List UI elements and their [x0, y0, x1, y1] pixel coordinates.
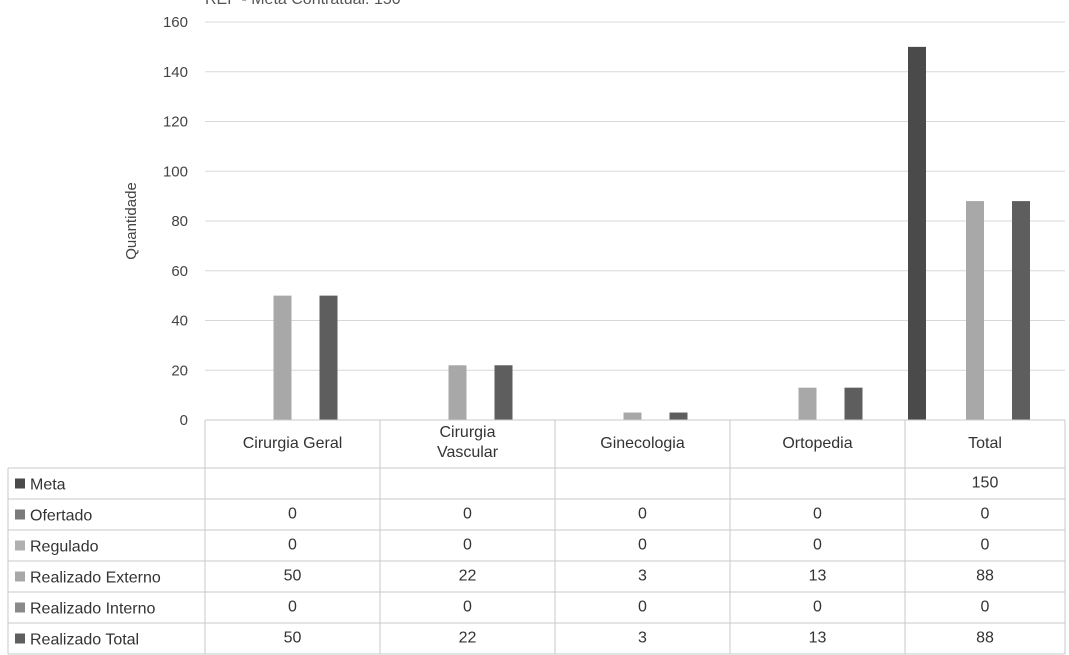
- table-cell: 0: [463, 537, 472, 554]
- y-tick-label: 80: [171, 213, 188, 230]
- bar-realizado-total: [1012, 201, 1030, 420]
- legend-swatch: [15, 478, 25, 489]
- table-cell: 22: [459, 630, 477, 647]
- y-tick-label: 20: [171, 362, 188, 379]
- bar-realizado-externo: [273, 295, 292, 420]
- row-label: Realizado Externo: [30, 570, 161, 587]
- bar-realizado-externo: [623, 412, 642, 420]
- legend-swatch: [15, 509, 25, 520]
- bar-realizado-externo: [448, 365, 467, 420]
- table-cell: 13: [809, 568, 827, 585]
- y-axis-ticks: 0 20 40 60 80 100 120 140 160: [163, 14, 188, 429]
- chart-title: REF - Meta Contratual: 150: [205, 0, 401, 8]
- category-label: Cirurgia Geral: [243, 435, 343, 452]
- table-cell: 3: [638, 568, 647, 585]
- bar-realizado-total: [844, 387, 863, 420]
- legend-swatch: [15, 540, 25, 551]
- table-cell: 0: [288, 537, 297, 554]
- y-tick-label: 60: [171, 263, 188, 280]
- row-label: Realizado Interno: [30, 601, 156, 618]
- table-cell: 0: [463, 506, 472, 523]
- table-cell: 88: [976, 568, 994, 585]
- category-label: Total: [968, 435, 1002, 452]
- y-tick-label: 40: [171, 313, 188, 330]
- gridlines: [205, 21, 1065, 371]
- table-cell: 13: [809, 630, 827, 647]
- table-cell: 0: [813, 506, 822, 523]
- y-tick-label: 100: [163, 163, 188, 180]
- row-label: Realizado Total: [30, 632, 139, 649]
- table-cell: 0: [981, 537, 990, 554]
- bar-realizado-total: [669, 412, 688, 420]
- table-cell: 0: [288, 506, 297, 523]
- legend-swatch: [15, 602, 25, 613]
- row-label: Ofertado: [30, 508, 92, 525]
- table-cell: 3: [638, 630, 647, 647]
- table-cell: 22: [459, 568, 477, 585]
- table-cell: 0: [981, 506, 990, 523]
- table-cell: 0: [638, 599, 647, 616]
- data-table: Cirurgia Geral Cirurgia Vascular Ginecologi…: [7, 419, 1066, 655]
- y-tick-label: 160: [163, 14, 188, 31]
- bar-realizado-total: [319, 295, 338, 420]
- legend-swatch: [15, 571, 25, 582]
- table-cell: 0: [813, 599, 822, 616]
- category-label: Ortopedia: [782, 435, 852, 452]
- row-label: Regulado: [30, 539, 99, 556]
- table-cell: 0: [638, 506, 647, 523]
- table-cell: 150: [972, 475, 999, 492]
- bar-realizado-total: [494, 365, 513, 420]
- bars: [273, 46, 1030, 420]
- category-label: Cirurgia: [439, 424, 495, 441]
- table-cell: 0: [463, 599, 472, 616]
- bar-meta: [908, 46, 926, 420]
- y-tick-label: 120: [163, 114, 188, 131]
- y-tick-label: 140: [163, 64, 188, 81]
- y-tick-label: 0: [180, 412, 188, 429]
- row-label: Meta: [30, 477, 66, 494]
- table-cell: 0: [813, 537, 822, 554]
- table-cell: 50: [284, 568, 302, 585]
- table-cell: 88: [976, 630, 994, 647]
- bar-realizado-externo: [966, 201, 984, 420]
- category-label: Vascular: [437, 444, 499, 461]
- category-label: Ginecologia: [600, 435, 685, 452]
- table-cell: 0: [638, 537, 647, 554]
- bar-realizado-externo: [798, 387, 817, 420]
- table-cell: 0: [981, 599, 990, 616]
- y-axis-title: Quantidade: [123, 182, 140, 260]
- legend-swatch: [15, 633, 25, 644]
- table-cell: 0: [288, 599, 297, 616]
- table-cell: 50: [284, 630, 302, 647]
